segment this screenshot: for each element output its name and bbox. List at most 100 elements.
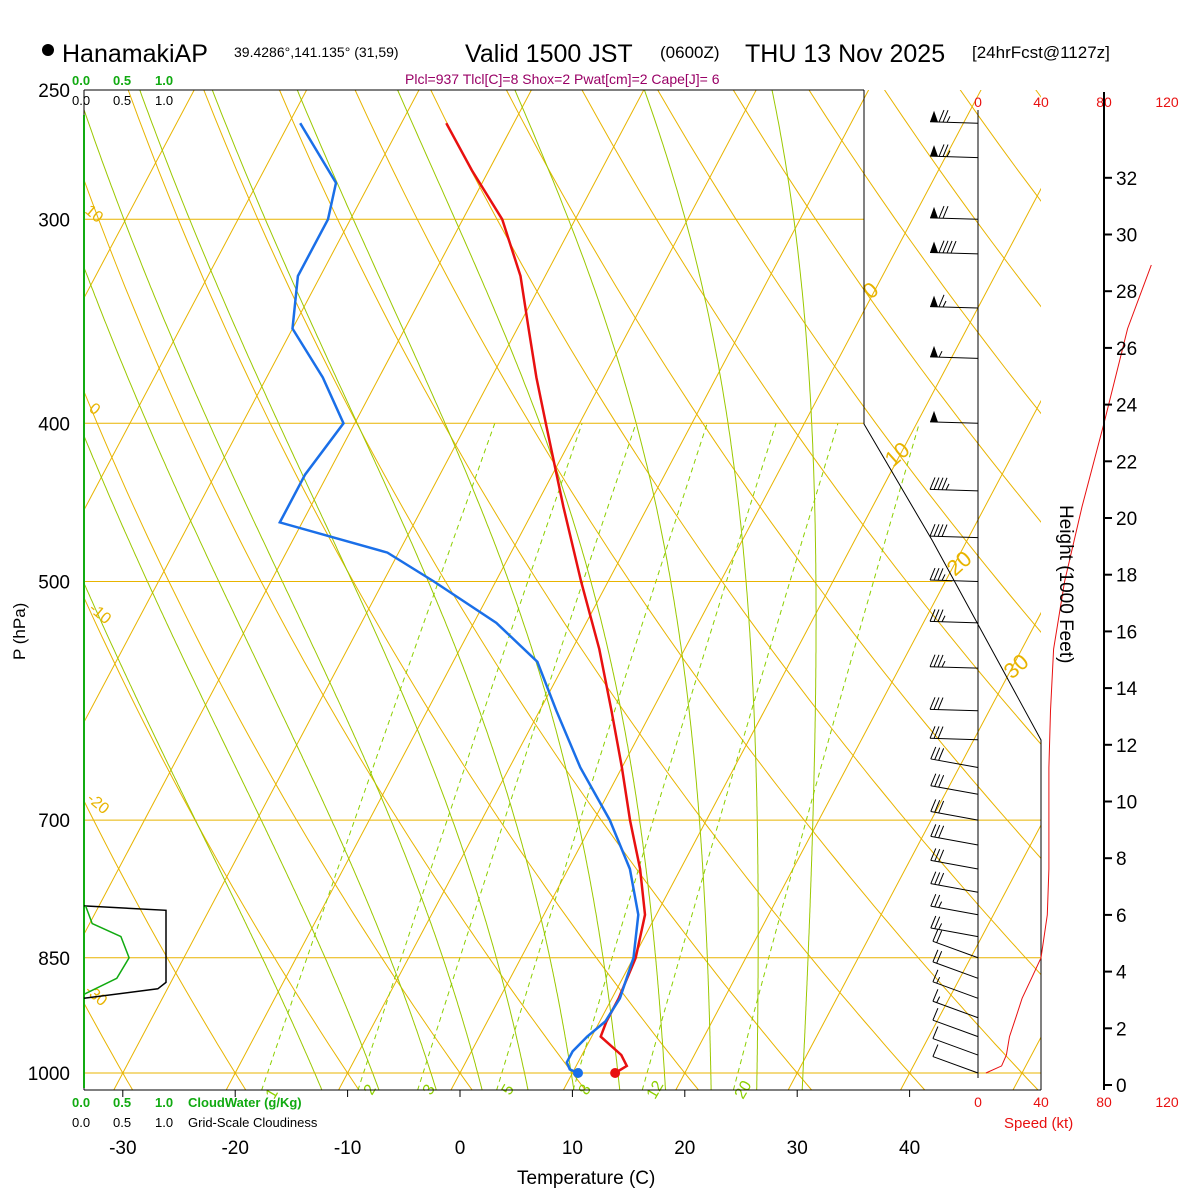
- wind-barb: [929, 697, 979, 712]
- dry-adiabat-line: [84, 799, 247, 1090]
- wind-barb-feather: [942, 240, 949, 254]
- wind-barb-feather: [936, 930, 943, 943]
- wind-barb-shaft: [930, 535, 979, 539]
- wind-barb: [930, 871, 979, 893]
- pressure-axis-ticks: 250 300 400 500 700 850 1000: [28, 81, 70, 1085]
- wind-barb-shaft: [930, 708, 979, 712]
- wind-barb: [930, 773, 979, 795]
- speed-tick-label-top: 0: [974, 94, 982, 110]
- wind-barb-feather: [938, 774, 945, 788]
- wind-barb: [930, 915, 979, 938]
- wind-barb-feather: [929, 567, 936, 581]
- mixing-ratio-line: [641, 423, 839, 1090]
- wind-barb-feather: [936, 951, 943, 964]
- cloud-water-tick-top: 0.5: [113, 73, 131, 88]
- cloud-water-tick-top: 1.0: [155, 73, 173, 88]
- dry-adiabat-line: [278, 90, 926, 1090]
- dry-adiabat-line: [203, 90, 813, 1090]
- isotherm-label: 10: [880, 437, 915, 472]
- wind-barb-feather: [929, 697, 936, 710]
- wind-barb-shaft: [930, 883, 979, 893]
- height-tick-label: 32: [1116, 169, 1137, 190]
- wind-barb-shaft: [930, 306, 979, 309]
- pressure-tick-label: 1000: [28, 1064, 70, 1085]
- wind-barb-half-feather: [938, 901, 943, 908]
- moist-adiabat-line: [84, 108, 483, 1090]
- wind-barb-shaft: [932, 961, 979, 979]
- wind-barb-feather: [929, 726, 936, 739]
- isotherm-line: [338, 90, 870, 1090]
- wind-barb-feather: [934, 848, 941, 862]
- station-bullet-icon: [42, 44, 54, 56]
- wind-barb-shaft: [930, 666, 979, 669]
- wind-barb-feather: [937, 697, 944, 710]
- wind-barb-shaft: [930, 905, 979, 916]
- height-tick-label: 6: [1116, 906, 1127, 927]
- height-tick-label: 24: [1116, 396, 1138, 417]
- isobar-lines: [84, 218, 1041, 1074]
- wind-barb-feather: [934, 872, 941, 885]
- wind-barb-feather: [946, 240, 953, 254]
- moist-adiabat-line: [643, 90, 759, 1090]
- wind-barb-feather: [938, 205, 945, 219]
- wind-barb: [929, 609, 979, 624]
- cloud-water-tick-bottom: 0.5: [113, 1095, 131, 1110]
- wind-barb: [932, 929, 979, 959]
- dry-adiabat-line: [884, 90, 1041, 308]
- height-tick-label: 28: [1116, 282, 1137, 303]
- temperature-axis-ticks: -30 -20 -10 0 10 20 30 40: [109, 1090, 920, 1159]
- wind-barb-shaft: [930, 758, 979, 769]
- moist-adiabat-line: [84, 434, 380, 1090]
- grid-scale-cloudiness-line: [83, 905, 167, 1000]
- sounding-indices: Plcl=937 Tlcl[C]=8 Shox=2 Pwat[cm]=2 Cap…: [405, 71, 720, 87]
- wind-barb-feather: [933, 697, 940, 710]
- wind-barb-feather: [934, 800, 941, 813]
- wind-barb: [929, 654, 979, 669]
- wind-barb-feather: [934, 747, 941, 760]
- height-tick-label: 26: [1116, 339, 1137, 360]
- wind-barb-feather: [929, 654, 936, 667]
- wind-barb-feather: [932, 989, 939, 1002]
- temperature-tick-label: -30: [109, 1138, 136, 1159]
- wind-speed-profile-line: [985, 264, 1152, 1074]
- wind-barb-shaft: [930, 155, 979, 159]
- wind-barb: [932, 1044, 979, 1074]
- wind-barb-half-feather: [941, 660, 946, 668]
- wind-barb-feather: [942, 144, 949, 157]
- wind-barb: [932, 949, 979, 979]
- wind-barb-half-feather: [945, 483, 950, 491]
- wind-barb-feather: [930, 915, 937, 929]
- height-tick-label: 0: [1116, 1076, 1127, 1097]
- isotherm-label: 20: [942, 546, 977, 581]
- cloudiness-tick-top: 1.0: [155, 93, 173, 108]
- height-tick-label: 12: [1116, 736, 1137, 757]
- moist-adiabat-line: [84, 265, 437, 1090]
- height-tick-label: 20: [1116, 509, 1137, 530]
- temperature-tick-label: 20: [674, 1138, 695, 1159]
- cloudiness-tick-bottom: 1.0: [155, 1115, 173, 1130]
- cloudiness-tick-top: 0.5: [113, 93, 131, 108]
- wind-barb-feather: [933, 477, 940, 490]
- wind-barb-feather: [950, 240, 957, 254]
- wind-barb-feather: [932, 969, 939, 983]
- wind-barb: [932, 1026, 979, 1056]
- wind-barb: [930, 893, 979, 916]
- cloudiness-tick-bottom: 0.0: [72, 1115, 90, 1130]
- temperature-tick-label: -10: [334, 1138, 361, 1159]
- wind-barb: [930, 294, 979, 309]
- pressure-tick-label: 300: [38, 210, 70, 231]
- wind-barb: [930, 824, 979, 846]
- speed-tick-label-bottom: 120: [1155, 1094, 1179, 1110]
- wind-barb: [929, 726, 979, 741]
- wind-barb-half-feather: [946, 150, 951, 157]
- dewpoint-profile-line: [277, 122, 640, 1075]
- wind-barb-feather: [938, 872, 945, 886]
- isotherm-lines: [84, 90, 1041, 1090]
- wind-barb-shaft: [930, 421, 979, 424]
- isotherm-line: [113, 90, 645, 1090]
- mixing-ratio-line: [496, 423, 708, 1090]
- height-tick-label: 22: [1116, 452, 1137, 473]
- wind-barb-feather: [942, 206, 949, 219]
- surface-dewpoint-marker: [573, 1068, 584, 1078]
- speed-axis-label: Speed (kt): [1004, 1115, 1073, 1132]
